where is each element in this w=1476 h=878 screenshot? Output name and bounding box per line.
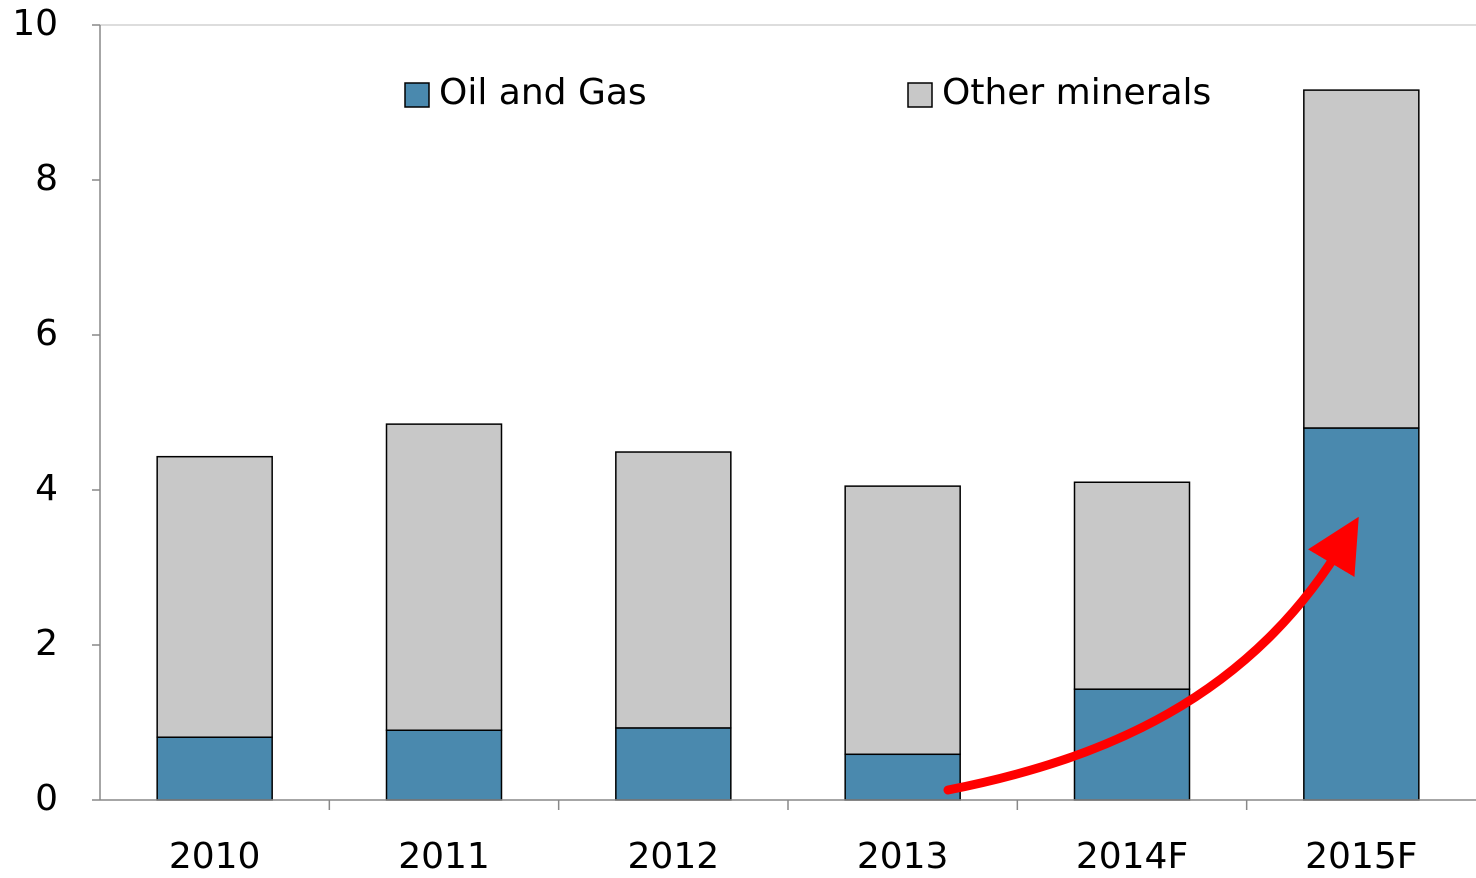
x-tick-label: 2012 bbox=[628, 836, 720, 877]
bar-segment bbox=[615, 451, 732, 729]
bar-segment bbox=[385, 423, 503, 731]
legend-swatch bbox=[907, 82, 933, 108]
y-tick-label: 8 bbox=[35, 158, 58, 199]
y-tick-label: 0 bbox=[35, 778, 58, 819]
bar-segment bbox=[156, 736, 273, 801]
legend-label: Other minerals bbox=[942, 72, 1211, 113]
bar-segment bbox=[844, 485, 961, 756]
y-tick-label: 4 bbox=[35, 468, 58, 509]
bar-segment bbox=[844, 753, 961, 801]
legend-label: Oil and Gas bbox=[439, 72, 647, 113]
bar-segment bbox=[1073, 688, 1191, 801]
bar-segment bbox=[156, 455, 273, 738]
bar-segment bbox=[615, 727, 732, 801]
x-tick-label: 2011 bbox=[398, 836, 490, 877]
legend-swatch bbox=[404, 82, 430, 108]
y-tick-label: 6 bbox=[35, 313, 58, 354]
x-tick-label: 2015F bbox=[1305, 836, 1417, 877]
trend-arrow bbox=[943, 516, 1359, 795]
y-tick-label: 2 bbox=[35, 623, 58, 664]
bar-segment bbox=[1303, 427, 1420, 801]
x-tick-label: 2013 bbox=[857, 836, 949, 877]
x-tick-label: 2014F bbox=[1076, 836, 1188, 877]
bar-segment bbox=[385, 729, 503, 801]
x-tick-label: 2010 bbox=[169, 836, 261, 877]
bar-segment bbox=[1073, 481, 1191, 690]
bar-segment bbox=[1303, 89, 1420, 429]
y-tick-label: 10 bbox=[12, 3, 58, 44]
